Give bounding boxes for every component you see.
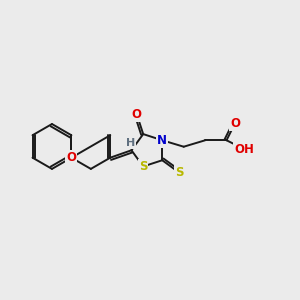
Text: H: H xyxy=(126,138,135,148)
Text: OH: OH xyxy=(234,142,254,156)
Text: S: S xyxy=(139,160,148,173)
Text: O: O xyxy=(66,151,76,164)
Text: O: O xyxy=(230,117,240,130)
Text: N: N xyxy=(157,134,167,147)
Text: S: S xyxy=(175,166,184,179)
Text: O: O xyxy=(132,108,142,121)
